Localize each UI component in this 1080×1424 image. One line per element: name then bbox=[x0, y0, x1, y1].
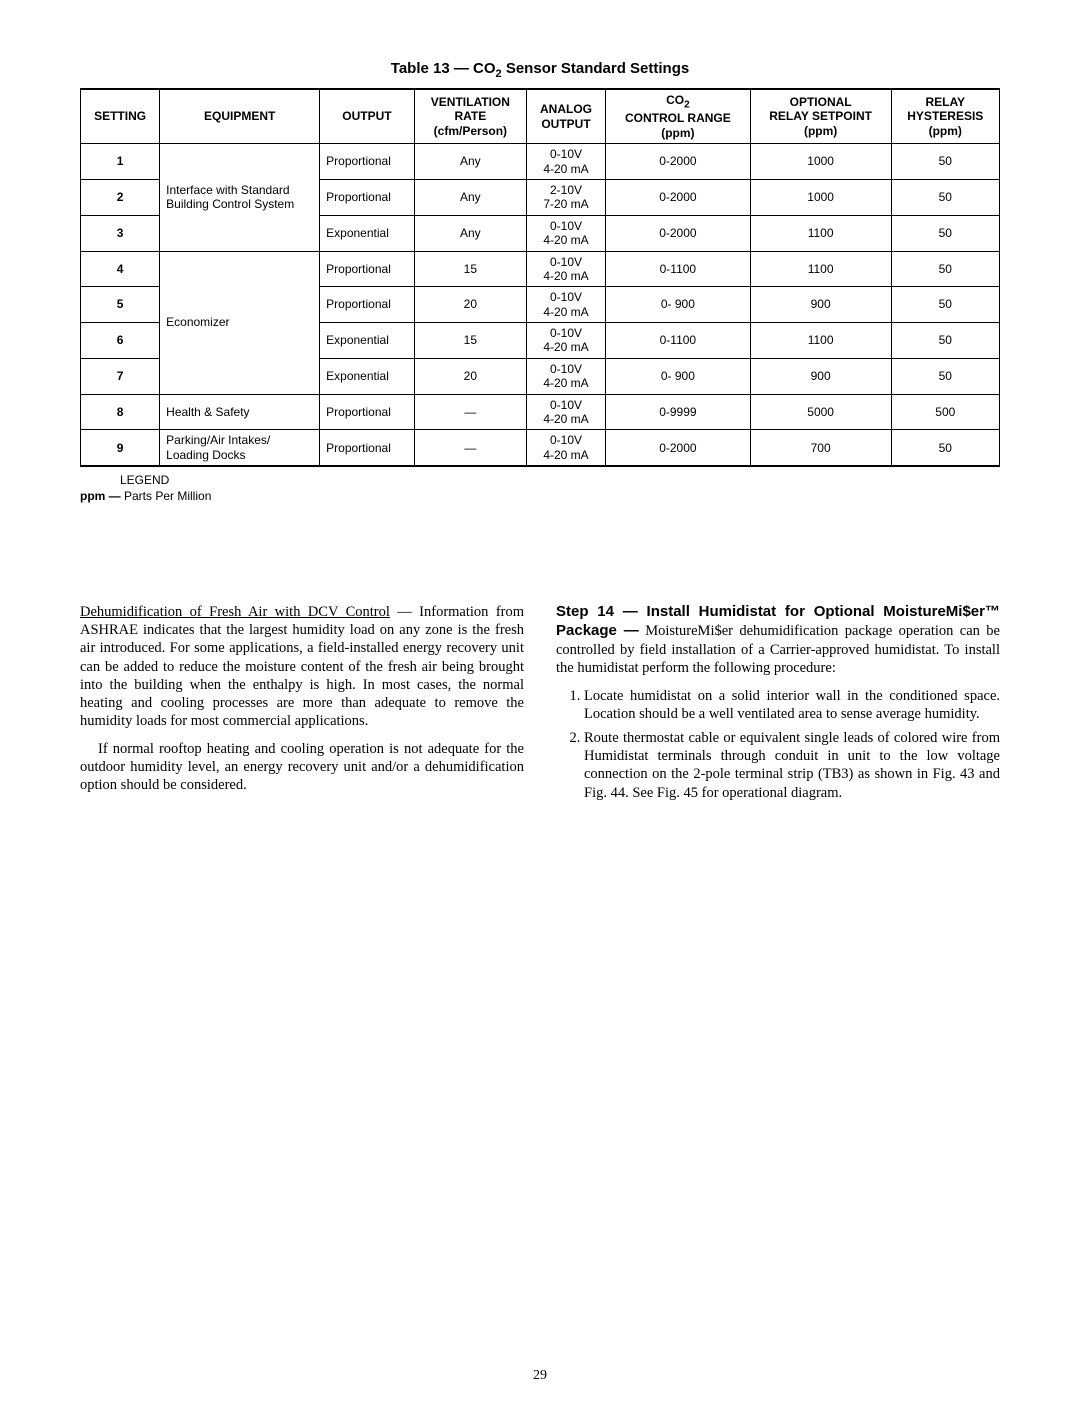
settings-table: SETTING EQUIPMENT OUTPUT VENTILATION RAT… bbox=[80, 88, 1000, 467]
th-analog: ANALOG OUTPUT bbox=[526, 89, 605, 144]
cell-equipment: Parking/Air Intakes/ Loading Docks bbox=[160, 430, 320, 466]
step14-para: Step 14 — Install Humidistat for Optiona… bbox=[556, 603, 1000, 677]
para-text: — Information from ASHRAE indicates that… bbox=[80, 604, 524, 729]
title-prefix: Table 13 — CO bbox=[391, 60, 496, 77]
cell-output: Proportional bbox=[320, 179, 415, 215]
cell-vent: — bbox=[414, 430, 526, 466]
cell-setpoint: 1100 bbox=[750, 323, 891, 359]
para-heading: Dehumidification of Fresh Air with DCV C… bbox=[80, 604, 390, 620]
cell-vent: 20 bbox=[414, 358, 526, 394]
cell-range: 0-9999 bbox=[606, 394, 751, 430]
table-row: 9 Parking/Air Intakes/ Loading Docks Pro… bbox=[81, 430, 1000, 466]
cell-analog: 0-10V 4-20 mA bbox=[526, 394, 605, 430]
cell-setting: 5 bbox=[81, 287, 160, 323]
cell-vent: 15 bbox=[414, 323, 526, 359]
cell-setpoint: 1100 bbox=[750, 215, 891, 251]
cell-analog: 0-10V 4-20 mA bbox=[526, 287, 605, 323]
cell-range: 0- 900 bbox=[606, 358, 751, 394]
cell-setting: 3 bbox=[81, 215, 160, 251]
cell-hyst: 50 bbox=[891, 179, 999, 215]
cell-range: 0-2000 bbox=[606, 144, 751, 180]
cell-setting: 1 bbox=[81, 144, 160, 180]
legend-title: LEGEND bbox=[80, 473, 1000, 487]
cell-setting: 2 bbox=[81, 179, 160, 215]
th-equipment: EQUIPMENT bbox=[160, 89, 320, 144]
cell-setpoint: 900 bbox=[750, 287, 891, 323]
cell-hyst: 50 bbox=[891, 430, 999, 466]
cell-range: 0-1100 bbox=[606, 251, 751, 287]
cell-analog: 0-10V 4-20 mA bbox=[526, 323, 605, 359]
cell-output: Proportional bbox=[320, 394, 415, 430]
cell-vent: 20 bbox=[414, 287, 526, 323]
legend: LEGEND ppm — Parts Per Million bbox=[80, 473, 1000, 503]
cell-setting: 4 bbox=[81, 251, 160, 287]
cell-vent: Any bbox=[414, 215, 526, 251]
dehumidification-para: Dehumidification of Fresh Air with DCV C… bbox=[80, 603, 524, 730]
cell-analog: 0-10V 4-20 mA bbox=[526, 144, 605, 180]
cell-setting: 8 bbox=[81, 394, 160, 430]
cell-setpoint: 1100 bbox=[750, 251, 891, 287]
th-output: OUTPUT bbox=[320, 89, 415, 144]
cell-hyst: 50 bbox=[891, 287, 999, 323]
cell-range: 0-1100 bbox=[606, 323, 751, 359]
cell-output: Proportional bbox=[320, 287, 415, 323]
list-item: Route thermostat cable or equivalent sin… bbox=[584, 729, 1000, 802]
cell-setpoint: 700 bbox=[750, 430, 891, 466]
cell-equipment: Economizer bbox=[160, 251, 320, 394]
cell-setpoint: 1000 bbox=[750, 179, 891, 215]
cell-setting: 9 bbox=[81, 430, 160, 466]
cell-vent: 15 bbox=[414, 251, 526, 287]
cell-output: Proportional bbox=[320, 144, 415, 180]
title-suffix: Sensor Standard Settings bbox=[502, 60, 690, 77]
cell-setting: 7 bbox=[81, 358, 160, 394]
cell-range: 0- 900 bbox=[606, 287, 751, 323]
list-item: Locate humidistat on a solid interior wa… bbox=[584, 687, 1000, 723]
cell-hyst: 50 bbox=[891, 215, 999, 251]
body-columns: Dehumidification of Fresh Air with DCV C… bbox=[80, 603, 1000, 808]
cell-analog: 0-10V 4-20 mA bbox=[526, 215, 605, 251]
cell-hyst: 50 bbox=[891, 251, 999, 287]
cell-analog: 0-10V 4-20 mA bbox=[526, 430, 605, 466]
th-vent: VENTILATION RATE (cfm/Person) bbox=[414, 89, 526, 144]
cell-output: Proportional bbox=[320, 430, 415, 466]
cell-hyst: 50 bbox=[891, 144, 999, 180]
cell-output: Exponential bbox=[320, 358, 415, 394]
cell-analog: 0-10V 4-20 mA bbox=[526, 358, 605, 394]
th-range: CO2 CONTROL RANGE (ppm) bbox=[606, 89, 751, 144]
th-hyst: RELAY HYSTERESIS (ppm) bbox=[891, 89, 999, 144]
right-column: Step 14 — Install Humidistat for Optiona… bbox=[556, 603, 1000, 808]
rooftop-para: If normal rooftop heating and cooling op… bbox=[80, 740, 524, 794]
page-number: 29 bbox=[80, 1368, 1000, 1384]
left-column: Dehumidification of Fresh Air with DCV C… bbox=[80, 603, 524, 808]
cell-hyst: 500 bbox=[891, 394, 999, 430]
cell-hyst: 50 bbox=[891, 358, 999, 394]
cell-equipment: Health & Safety bbox=[160, 394, 320, 430]
cell-output: Exponential bbox=[320, 215, 415, 251]
table-row: 8 Health & Safety Proportional — 0-10V 4… bbox=[81, 394, 1000, 430]
cell-setting: 6 bbox=[81, 323, 160, 359]
cell-setpoint: 5000 bbox=[750, 394, 891, 430]
cell-vent: Any bbox=[414, 144, 526, 180]
cell-equipment: Interface with Standard Building Control… bbox=[160, 144, 320, 251]
cell-range: 0-2000 bbox=[606, 179, 751, 215]
cell-vent: Any bbox=[414, 179, 526, 215]
steps-list: Locate humidistat on a solid interior wa… bbox=[584, 687, 1000, 802]
legend-ppm: ppm — Parts Per Million bbox=[80, 489, 1000, 503]
table-title: Table 13 — CO2 Sensor Standard Settings bbox=[80, 60, 1000, 80]
cell-analog: 0-10V 4-20 mA bbox=[526, 251, 605, 287]
th-setpoint: OPTIONAL RELAY SETPOINT (ppm) bbox=[750, 89, 891, 144]
cell-analog: 2-10V 7-20 mA bbox=[526, 179, 605, 215]
cell-setpoint: 900 bbox=[750, 358, 891, 394]
cell-range: 0-2000 bbox=[606, 215, 751, 251]
cell-range: 0-2000 bbox=[606, 430, 751, 466]
cell-output: Proportional bbox=[320, 251, 415, 287]
cell-output: Exponential bbox=[320, 323, 415, 359]
table-row: 1 Interface with Standard Building Contr… bbox=[81, 144, 1000, 180]
cell-hyst: 50 bbox=[891, 323, 999, 359]
cell-setpoint: 1000 bbox=[750, 144, 891, 180]
cell-vent: — bbox=[414, 394, 526, 430]
th-setting: SETTING bbox=[81, 89, 160, 144]
table-row: 4 Economizer Proportional 15 0-10V 4-20 … bbox=[81, 251, 1000, 287]
